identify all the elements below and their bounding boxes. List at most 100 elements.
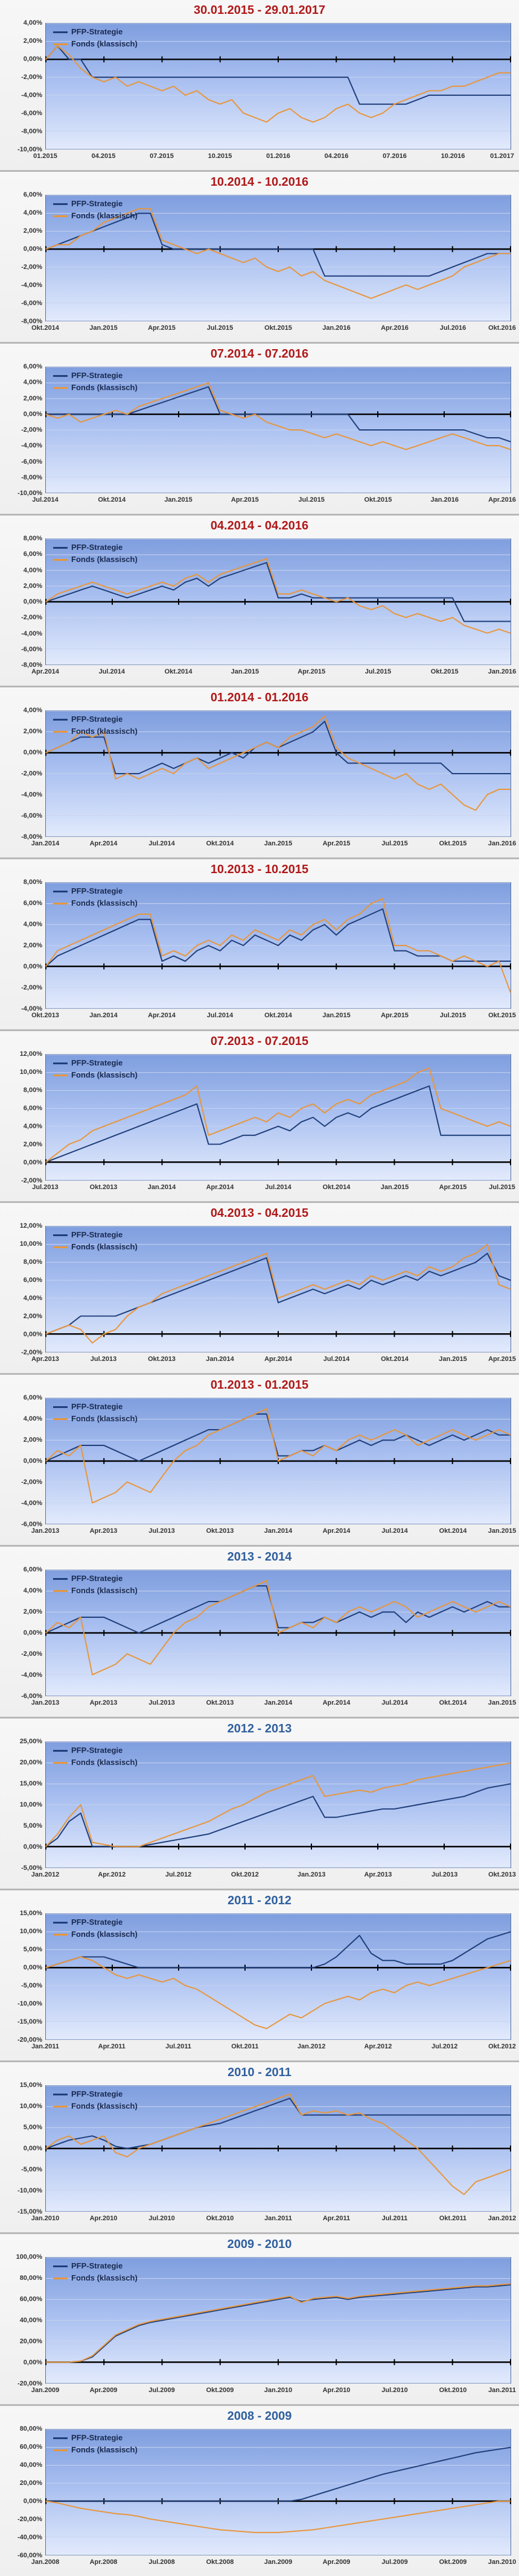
- legend-label: PFP-Strategie: [71, 27, 123, 36]
- x-tick-label: Apr.2015: [488, 1356, 516, 1363]
- y-tick-label: -2,00%: [21, 74, 42, 81]
- chart-svg: [45, 1226, 511, 1353]
- y-tick-label: 4,00%: [23, 379, 42, 387]
- x-tick-label: Jan.2009: [31, 2387, 60, 2394]
- y-tick-label: 8,00%: [23, 1087, 42, 1094]
- series-line-fund: [45, 898, 511, 993]
- chart-title: 07.2014 - 07.2016: [210, 347, 309, 361]
- y-tick-label: 8,00%: [23, 535, 42, 542]
- y-tick-label: 10,00%: [19, 2103, 42, 2110]
- y-tick-label: 20,00%: [19, 2338, 42, 2345]
- series-line-fund: [45, 45, 511, 123]
- y-tick-label: -2,00%: [21, 1479, 42, 1486]
- x-tick-label: Jul.2015: [206, 324, 234, 332]
- x-tick-label: Jul.2016: [439, 324, 466, 332]
- legend-entry: PFP-Strategie: [53, 541, 138, 554]
- legend-swatch: [53, 2437, 68, 2439]
- y-tick-label: -4,00%: [21, 1672, 42, 1679]
- x-tick-label: Jan.2011: [488, 2387, 516, 2394]
- legend-swatch: [53, 2265, 68, 2267]
- y-tick-label: 6,00%: [23, 900, 42, 907]
- legend-swatch: [53, 890, 68, 892]
- legend-entry: PFP-Strategie: [53, 1744, 138, 1757]
- y-tick-label: -10,00%: [18, 490, 42, 497]
- legend-label: PFP-Strategie: [71, 199, 123, 208]
- legend: PFP-Strategie Fonds (klassisch): [53, 1057, 138, 1081]
- legend-entry: PFP-Strategie: [53, 713, 138, 725]
- legend: PFP-Strategie Fonds (klassisch): [53, 713, 138, 737]
- chart-panel: 2008 - 2009 PFP-Strategie Fonds (klassisch…: [0, 2406, 519, 2576]
- x-tick-label: Jan.2010: [264, 2387, 293, 2394]
- y-tick-label: 2,00%: [23, 37, 42, 45]
- y-tick-label: 8,00%: [23, 1258, 42, 1266]
- x-tick-label: Okt.2015: [430, 668, 459, 675]
- y-tick-label: 10,00%: [19, 1240, 42, 1248]
- y-tick-label: 6,00%: [23, 1566, 42, 1573]
- legend-label: Fonds (klassisch): [71, 1242, 138, 1251]
- legend: PFP-Strategie Fonds (klassisch): [53, 370, 138, 394]
- x-tick-label: Okt.2009: [439, 2559, 467, 2566]
- y-tick-label: 2,00%: [23, 728, 42, 735]
- x-tick-label: Apr.2014: [148, 1012, 176, 1019]
- y-tick-label: -4,00%: [21, 1005, 42, 1012]
- y-tick-label: -4,00%: [21, 282, 42, 289]
- legend-entry: PFP-Strategie: [53, 885, 138, 897]
- legend-swatch: [53, 1761, 68, 1764]
- series-line-fund: [45, 2500, 511, 2533]
- y-tick-label: 2,00%: [23, 227, 42, 235]
- chart-panel: 2009 - 2010 PFP-Strategie Fonds (klassisch…: [0, 2234, 519, 2404]
- chart-svg: [45, 2257, 511, 2384]
- legend-entry: Fonds (klassisch): [53, 210, 138, 222]
- x-tick-label: Apr.2011: [322, 2215, 351, 2222]
- x-tick-label: Jul.2014: [206, 1012, 234, 1019]
- plot-area: PFP-Strategie Fonds (klassisch): [45, 195, 511, 321]
- x-tick-label: Jan.2015: [488, 1527, 517, 1535]
- y-tick-label: 0,00%: [23, 1629, 42, 1637]
- series-line-strategy: [45, 2097, 511, 2149]
- y-tick-label: -6,00%: [21, 458, 42, 466]
- chart-panel: 01.2014 - 01.2016 PFP-Strategie Fonds (kla…: [0, 687, 519, 857]
- legend-swatch: [53, 1062, 68, 1064]
- y-tick-label: 5,00%: [23, 2124, 42, 2131]
- legend-swatch: [53, 203, 68, 205]
- x-tick-label: Jul.2010: [148, 2215, 175, 2222]
- y-tick-label: 12,00%: [19, 1050, 42, 1058]
- x-tick-label: Okt.2016: [488, 324, 516, 332]
- legend-label: Fonds (klassisch): [71, 2445, 138, 2454]
- y-tick-label: -8,00%: [21, 661, 42, 669]
- legend-label: PFP-Strategie: [71, 1230, 123, 1239]
- x-tick-label: Apr.2013: [364, 1871, 392, 1878]
- x-tick-label: Apr.2014: [322, 1527, 351, 1535]
- x-tick-label: Okt.2015: [488, 1012, 516, 1019]
- legend-swatch: [53, 902, 68, 904]
- x-tick-label: Jul.2014: [148, 840, 175, 847]
- x-tick-label: Okt.2014: [264, 1012, 292, 1019]
- x-tick-label: Jul.2014: [32, 496, 59, 504]
- plot-area: PFP-Strategie Fonds (klassisch): [45, 2257, 511, 2384]
- legend-label: PFP-Strategie: [71, 371, 123, 380]
- x-tick-label: Jan.2011: [264, 2215, 292, 2222]
- legend-swatch: [53, 43, 68, 45]
- y-tick-label: 4,00%: [23, 707, 42, 714]
- x-tick-label: Apr.2009: [322, 2559, 351, 2566]
- y-tick-label: -20,00%: [18, 2380, 42, 2387]
- y-tick-label: 4,00%: [23, 1123, 42, 1130]
- x-tick-label: Apr.2015: [231, 496, 259, 504]
- x-tick-label: Okt.2014: [206, 840, 234, 847]
- x-tick-label: Okt.2014: [381, 1356, 409, 1363]
- x-tick-label: 07.2015: [150, 153, 174, 160]
- chart-panel: 04.2013 - 04.2015 PFP-Strategie Fonds (kla…: [0, 1203, 519, 1373]
- y-tick-label: -40,00%: [18, 2534, 42, 2541]
- y-tick-label: -8,00%: [21, 833, 42, 841]
- x-tick-label: Okt.2013: [488, 1871, 516, 1878]
- chart-panel: 10.2013 - 10.2015 PFP-Strategie Fonds (kla…: [0, 859, 519, 1029]
- chart-svg: [45, 367, 511, 493]
- y-tick-label: 5,00%: [23, 1822, 42, 1829]
- y-tick-label: -15,00%: [18, 2208, 42, 2215]
- legend-swatch: [53, 1589, 68, 1592]
- chart-panel: 30.01.2015 - 29.01.2017 PFP-Strategie Fond…: [0, 0, 519, 170]
- series-line-strategy: [45, 1585, 511, 1634]
- x-tick-label: Okt.2013: [206, 1527, 234, 1535]
- x-tick-label: Jul.2015: [381, 840, 408, 847]
- series-line-strategy: [45, 1931, 511, 1969]
